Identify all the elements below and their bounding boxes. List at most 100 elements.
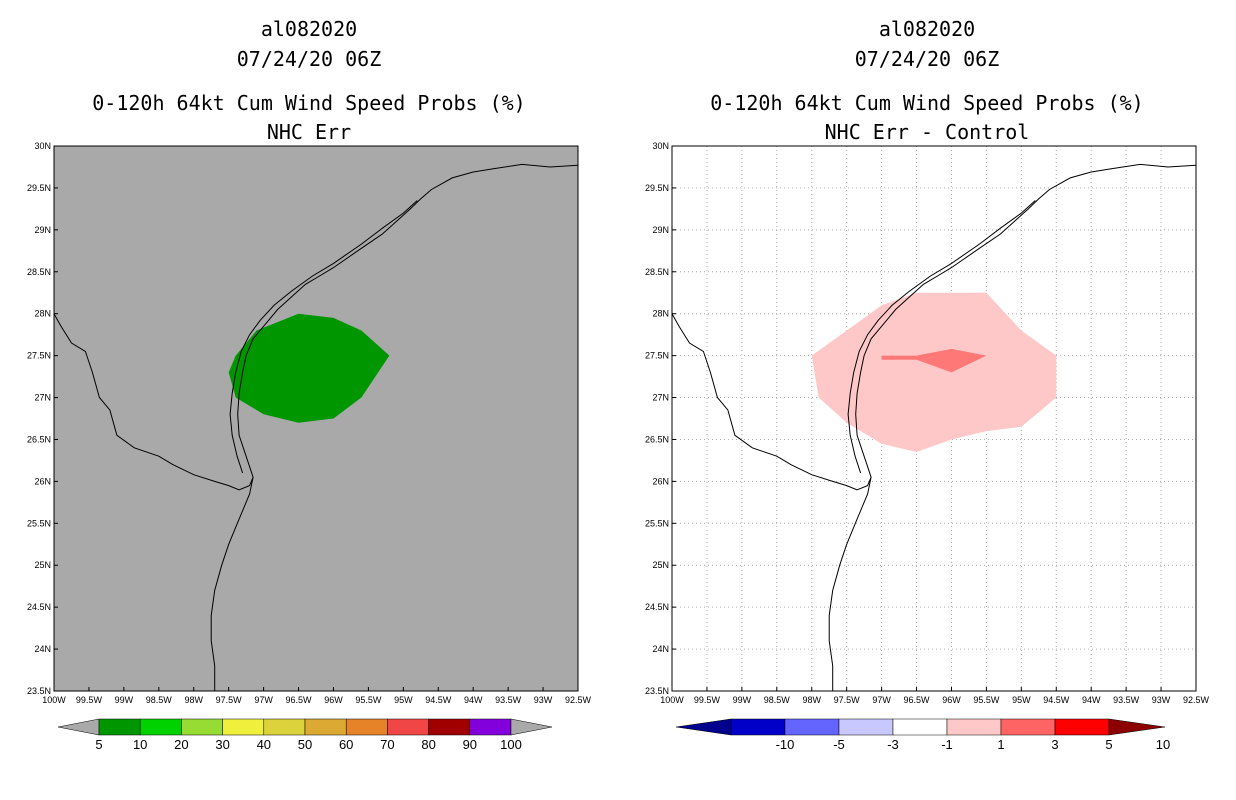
- y-tick-label: 27N: [34, 393, 51, 403]
- x-tick-label: 97W: [254, 695, 273, 705]
- colorbar-label: -10: [776, 737, 795, 752]
- y-tick-label: 25N: [652, 560, 669, 570]
- x-tick-label: 96.5W: [286, 695, 313, 705]
- colorbar-label: 1: [997, 737, 1004, 752]
- y-tick-label: 24.5N: [27, 602, 51, 612]
- x-tick-label: 99.5W: [76, 695, 103, 705]
- colorbar-swatch: [139, 718, 182, 736]
- y-tick-label: 26N: [652, 476, 669, 486]
- colorbar-left-arrow: [57, 718, 100, 736]
- colorbar-label: 5: [95, 737, 102, 752]
- coastline: [828, 163, 1197, 691]
- colorbar-label: 3: [1051, 737, 1058, 752]
- x-tick-label: 95.5W: [973, 695, 1000, 705]
- x-tick-label: 95.5W: [355, 695, 382, 705]
- y-tick-label: 28.5N: [27, 267, 51, 277]
- y-tick-label: 26N: [34, 476, 51, 486]
- colorbar-swatch: [98, 718, 141, 736]
- chart-title: 0-120h 64kt Cum Wind Speed Probs (%): [710, 91, 1144, 115]
- x-tick-label: 94.5W: [425, 695, 452, 705]
- colorbar-label: 90: [463, 737, 477, 752]
- y-tick-label: 25N: [34, 560, 51, 570]
- y-tick-label: 30N: [652, 141, 669, 151]
- colorbar-right-arrow: [1108, 718, 1166, 736]
- y-tick-label: 25.5N: [27, 518, 51, 528]
- x-tick-label: 99W: [115, 695, 134, 705]
- colorbar-label: 10: [133, 737, 147, 752]
- x-tick-label: 94W: [1082, 695, 1101, 705]
- coastline: [210, 163, 579, 691]
- x-tick-label: 93.5W: [1113, 695, 1140, 705]
- x-tick-label: 96W: [942, 695, 961, 705]
- colorbar-swatch: [892, 718, 948, 736]
- y-tick-label: 27.5N: [645, 351, 669, 361]
- x-tick-label: 96W: [324, 695, 343, 705]
- x-tick-label: 98.5W: [764, 695, 791, 705]
- x-tick-label: 97.5W: [834, 695, 861, 705]
- colorbar-label: 10: [1156, 737, 1170, 752]
- colorbar-swatch: [387, 718, 429, 736]
- x-tick-label: 93.5W: [495, 695, 522, 705]
- storm-id-title: al082020: [260, 17, 358, 41]
- colorbar-label: -1: [941, 737, 953, 752]
- y-tick-label: 27N: [652, 393, 669, 403]
- chart-subtitle: NHC Err - Control: [824, 120, 1030, 144]
- colorbar-swatch: [181, 718, 223, 736]
- us-mexico-border: [53, 313, 254, 491]
- y-tick-label: 30N: [34, 141, 51, 151]
- y-tick-label: 23.5N: [645, 686, 669, 696]
- y-tick-label: 29N: [34, 225, 51, 235]
- colorbar-swatch: [1054, 718, 1110, 736]
- difference-map: 100W 99.5W 99W 98.5W 98W 97.5W 97W 96.5W 96W 95.5…: [645, 141, 1210, 752]
- y-tick-label: 26.5N: [645, 434, 669, 444]
- colorbar-swatch: [730, 718, 786, 736]
- plot-frame: [53, 145, 579, 692]
- storm-id-title: al082020: [878, 17, 976, 41]
- contour-region-1-to-3: [811, 292, 1057, 452]
- y-tick-label: 26.5N: [27, 434, 51, 444]
- x-tick-label: 97W: [872, 695, 891, 705]
- colorbar-swatch: [345, 718, 388, 736]
- x-tick-label: 98W: [802, 695, 821, 705]
- wind-probability-map: 100W 99.5W 99W 98.5W 98W 97.5W 97W 96.5W 96W 95.5…: [27, 141, 592, 752]
- colorbar-swatch: [222, 718, 265, 736]
- datetime-title: 07/24/20 06Z: [236, 47, 382, 71]
- colorbar-swatch: [469, 718, 512, 736]
- colorbar-label: 20: [174, 737, 188, 752]
- barrier-island-coastline: [847, 200, 1036, 474]
- colorbar-label: 30: [215, 737, 229, 752]
- x-tick-label: 98.5W: [146, 695, 173, 705]
- x-tick-label: 92.5W: [565, 695, 592, 705]
- x-tick-label: 95W: [394, 695, 413, 705]
- colorbar-label: 80: [421, 737, 435, 752]
- y-tick-label: 25.5N: [645, 518, 669, 528]
- y-tick-label: 28N: [652, 309, 669, 319]
- y-tick-label: 27.5N: [27, 351, 51, 361]
- x-tick-label: 97.5W: [216, 695, 243, 705]
- colorbar-swatch: [946, 718, 1002, 736]
- colorbar-right-arrow: [510, 718, 553, 736]
- contour-region-5-10-: [228, 313, 390, 423]
- colorbar-label: -5: [833, 737, 845, 752]
- x-tick-label: 96.5W: [904, 695, 931, 705]
- y-tick-label: 29.5N: [27, 183, 51, 193]
- y-tick-label: 24.5N: [645, 602, 669, 612]
- right-panel: al082020 07/24/20 06Z 0-120h 64kt Cum Wi…: [618, 0, 1236, 800]
- x-tick-label: 94W: [464, 695, 483, 705]
- y-tick-label: 29N: [652, 225, 669, 235]
- y-tick-label: 29.5N: [645, 183, 669, 193]
- colorbar-label: 40: [257, 737, 271, 752]
- y-tick-label: 24N: [652, 644, 669, 654]
- y-tick-label: 23.5N: [27, 686, 51, 696]
- colorbar-swatch: [838, 718, 894, 736]
- us-mexico-border: [671, 313, 872, 491]
- chart-subtitle: NHC Err: [266, 120, 352, 144]
- colorbar-swatch: [263, 718, 306, 736]
- x-tick-label: 92.5W: [1183, 695, 1210, 705]
- x-tick-label: 100W: [42, 695, 66, 705]
- x-tick-label: 99.5W: [694, 695, 721, 705]
- contour-region-3-to-5: [881, 348, 987, 373]
- x-tick-label: 95W: [1012, 695, 1031, 705]
- colorbar-label: -3: [887, 737, 899, 752]
- x-tick-label: 94.5W: [1043, 695, 1070, 705]
